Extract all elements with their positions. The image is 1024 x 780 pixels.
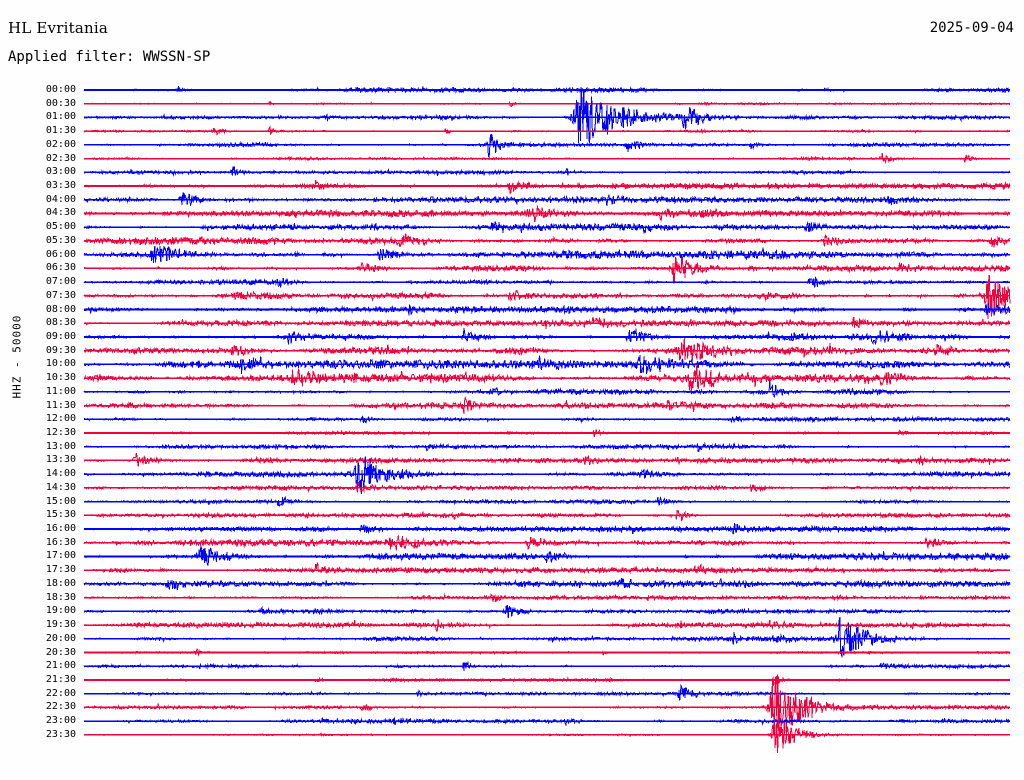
time-tick-label: 15:30 — [45, 509, 76, 521]
time-tick-label: 00:30 — [45, 97, 76, 109]
time-tick-label: 10:00 — [45, 358, 76, 370]
time-tick-label: 08:30 — [45, 317, 76, 329]
time-tick-label: 23:00 — [45, 715, 76, 727]
trace-canvas — [83, 85, 1011, 754]
record-date: 2025-09-04 — [929, 20, 1014, 36]
time-tick-label: 18:30 — [45, 591, 76, 603]
seismic-trace — [83, 562, 1011, 575]
time-tick-label: 23:30 — [45, 728, 76, 740]
time-tick-label: 22:00 — [45, 687, 76, 699]
time-tick-label: 11:00 — [45, 385, 76, 397]
seismic-trace — [83, 87, 1011, 144]
time-tick-label: 11:30 — [45, 399, 76, 411]
seismic-trace — [83, 381, 1011, 398]
seismic-trace — [83, 316, 1011, 329]
seismic-trace — [83, 134, 1010, 158]
time-tick-label: 17:00 — [45, 550, 76, 562]
time-tick-label: 04:00 — [45, 193, 76, 205]
time-tick-label: 14:00 — [45, 468, 76, 480]
time-tick-label: 12:00 — [45, 413, 76, 425]
page-title: HL Evritania — [8, 19, 108, 37]
time-tick-label: 22:30 — [45, 701, 76, 713]
time-tick-label: 01:30 — [45, 125, 76, 137]
time-tick-label: 03:30 — [45, 180, 76, 192]
seismic-trace — [83, 338, 1011, 361]
time-tick-label: 17:30 — [45, 564, 76, 576]
time-tick-label: 02:00 — [45, 138, 76, 150]
time-tick-label: 21:30 — [45, 673, 76, 685]
seismic-trace — [83, 577, 1011, 591]
time-tick-label: 20:00 — [45, 632, 76, 644]
time-tick-label: 14:30 — [45, 481, 76, 493]
time-tick-label: 15:00 — [45, 495, 76, 507]
time-tick-label: 01:00 — [45, 111, 76, 123]
seismic-trace — [83, 166, 1011, 177]
seismic-trace — [83, 363, 1011, 391]
time-tick-label: 05:00 — [45, 221, 76, 233]
time-tick-label: 02:30 — [45, 152, 76, 164]
time-tick-label: 06:30 — [45, 262, 76, 274]
time-tick-label: 07:30 — [45, 289, 76, 301]
seismic-trace — [83, 545, 1011, 566]
time-tick-label: 07:00 — [45, 276, 76, 288]
time-tick-label: 13:30 — [45, 454, 76, 466]
time-tick-label: 20:30 — [45, 646, 76, 658]
time-tick-label: 12:30 — [45, 427, 76, 438]
time-tick-label: 10:30 — [45, 372, 76, 384]
helicorder-plot — [0, 78, 1024, 778]
time-tick-label: 03:00 — [45, 166, 76, 178]
applied-filter-label: Applied filter: WWSSN-SP — [8, 49, 211, 65]
seismic-trace — [83, 674, 1011, 735]
time-tick-label: 09:30 — [45, 344, 76, 356]
time-tick-label: 04:30 — [45, 207, 76, 219]
time-tick-label: 19:30 — [45, 619, 76, 631]
time-tick-label: 21:00 — [45, 660, 76, 672]
seismic-trace — [83, 257, 1011, 284]
time-tick-label: 18:00 — [45, 577, 76, 589]
time-tick-label: 19:00 — [45, 605, 76, 617]
time-tick-label: 16:30 — [45, 536, 76, 548]
time-tick-label: 06:00 — [45, 248, 76, 260]
time-tick-label: 09:00 — [45, 330, 76, 342]
time-tick-label: 00:00 — [45, 84, 76, 95]
time-axis-tick-labels: 00:00 00:30 01:00 01:30 02:00 02:30 03:00 03:30… — [18, 78, 76, 778]
time-tick-label: 16:00 — [45, 523, 76, 535]
time-tick-label: 13:00 — [45, 440, 76, 452]
time-tick-label: 05:30 — [45, 234, 76, 246]
time-tick-label: 08:00 — [45, 303, 76, 315]
